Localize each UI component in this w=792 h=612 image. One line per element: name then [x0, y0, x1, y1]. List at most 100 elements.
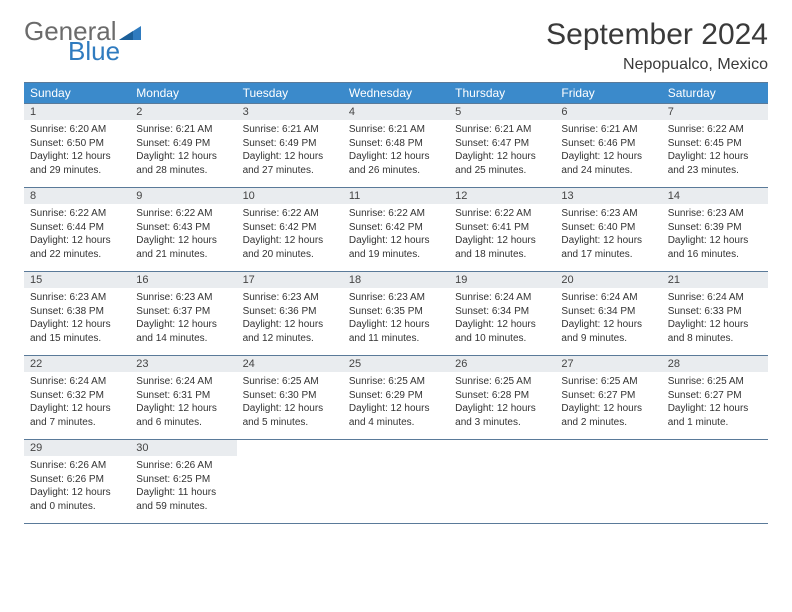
calendar-cell: 19Sunrise: 6:24 AMSunset: 6:34 PMDayligh…: [449, 271, 555, 355]
calendar-cell: 26Sunrise: 6:25 AMSunset: 6:28 PMDayligh…: [449, 355, 555, 439]
day-detail: Sunrise: 6:21 AMSunset: 6:49 PMDaylight:…: [237, 120, 343, 177]
day-number: 19: [449, 272, 555, 288]
calendar-cell: 10Sunrise: 6:22 AMSunset: 6:42 PMDayligh…: [237, 187, 343, 271]
day-number: 30: [130, 440, 236, 456]
day-number: 27: [555, 356, 661, 372]
day-detail: Sunrise: 6:25 AMSunset: 6:28 PMDaylight:…: [449, 372, 555, 429]
brand-blue: Blue: [68, 38, 141, 64]
calendar-cell: 9Sunrise: 6:22 AMSunset: 6:43 PMDaylight…: [130, 187, 236, 271]
day-number: 4: [343, 104, 449, 120]
calendar-cell: 24Sunrise: 6:25 AMSunset: 6:30 PMDayligh…: [237, 355, 343, 439]
calendar-cell: 15Sunrise: 6:23 AMSunset: 6:38 PMDayligh…: [24, 271, 130, 355]
day-detail: Sunrise: 6:25 AMSunset: 6:27 PMDaylight:…: [555, 372, 661, 429]
weekday-header: Saturday: [662, 83, 768, 103]
calendar-cell: 8Sunrise: 6:22 AMSunset: 6:44 PMDaylight…: [24, 187, 130, 271]
day-detail: Sunrise: 6:22 AMSunset: 6:42 PMDaylight:…: [237, 204, 343, 261]
calendar-cell: 20Sunrise: 6:24 AMSunset: 6:34 PMDayligh…: [555, 271, 661, 355]
weekday-header: Sunday: [24, 83, 130, 103]
calendar-cell: 6Sunrise: 6:21 AMSunset: 6:46 PMDaylight…: [555, 103, 661, 187]
day-number: 2: [130, 104, 236, 120]
calendar-cell: 11Sunrise: 6:22 AMSunset: 6:42 PMDayligh…: [343, 187, 449, 271]
day-number: 21: [662, 272, 768, 288]
day-detail: Sunrise: 6:23 AMSunset: 6:37 PMDaylight:…: [130, 288, 236, 345]
day-detail: Sunrise: 6:23 AMSunset: 6:36 PMDaylight:…: [237, 288, 343, 345]
day-detail: Sunrise: 6:24 AMSunset: 6:34 PMDaylight:…: [449, 288, 555, 345]
calendar-cell: [449, 439, 555, 523]
weekday-header: Thursday: [449, 83, 555, 103]
day-detail: Sunrise: 6:21 AMSunset: 6:46 PMDaylight:…: [555, 120, 661, 177]
calendar-cell: 7Sunrise: 6:22 AMSunset: 6:45 PMDaylight…: [662, 103, 768, 187]
day-number: 29: [24, 440, 130, 456]
calendar-cell: 25Sunrise: 6:25 AMSunset: 6:29 PMDayligh…: [343, 355, 449, 439]
calendar-cell: 28Sunrise: 6:25 AMSunset: 6:27 PMDayligh…: [662, 355, 768, 439]
weekday-header: Friday: [555, 83, 661, 103]
calendar-cell: [555, 439, 661, 523]
day-number: 13: [555, 188, 661, 204]
page-header: General Blue September 2024 Nepopualco, …: [24, 18, 768, 74]
calendar-cell: 5Sunrise: 6:21 AMSunset: 6:47 PMDaylight…: [449, 103, 555, 187]
day-detail: Sunrise: 6:26 AMSunset: 6:26 PMDaylight:…: [24, 456, 130, 513]
day-detail: Sunrise: 6:22 AMSunset: 6:45 PMDaylight:…: [662, 120, 768, 177]
weekday-header: Wednesday: [343, 83, 449, 103]
day-number: 6: [555, 104, 661, 120]
brand-logo: General Blue: [24, 18, 141, 64]
day-number: 12: [449, 188, 555, 204]
day-detail: Sunrise: 6:20 AMSunset: 6:50 PMDaylight:…: [24, 120, 130, 177]
calendar-cell: 1Sunrise: 6:20 AMSunset: 6:50 PMDaylight…: [24, 103, 130, 187]
day-detail: Sunrise: 6:24 AMSunset: 6:33 PMDaylight:…: [662, 288, 768, 345]
day-detail: Sunrise: 6:24 AMSunset: 6:31 PMDaylight:…: [130, 372, 236, 429]
calendar-cell: 23Sunrise: 6:24 AMSunset: 6:31 PMDayligh…: [130, 355, 236, 439]
day-number: 15: [24, 272, 130, 288]
day-number: 25: [343, 356, 449, 372]
calendar-cell: 22Sunrise: 6:24 AMSunset: 6:32 PMDayligh…: [24, 355, 130, 439]
calendar-cell: 18Sunrise: 6:23 AMSunset: 6:35 PMDayligh…: [343, 271, 449, 355]
day-number: 16: [130, 272, 236, 288]
month-title: September 2024: [546, 18, 768, 52]
title-block: September 2024 Nepopualco, Mexico: [546, 18, 768, 74]
calendar-cell: 17Sunrise: 6:23 AMSunset: 6:36 PMDayligh…: [237, 271, 343, 355]
day-number: 11: [343, 188, 449, 204]
day-detail: Sunrise: 6:23 AMSunset: 6:39 PMDaylight:…: [662, 204, 768, 261]
day-detail: Sunrise: 6:21 AMSunset: 6:48 PMDaylight:…: [343, 120, 449, 177]
day-number: 3: [237, 104, 343, 120]
calendar-cell: 27Sunrise: 6:25 AMSunset: 6:27 PMDayligh…: [555, 355, 661, 439]
calendar-cell: 4Sunrise: 6:21 AMSunset: 6:48 PMDaylight…: [343, 103, 449, 187]
calendar-cell: 29Sunrise: 6:26 AMSunset: 6:26 PMDayligh…: [24, 439, 130, 523]
day-number: 20: [555, 272, 661, 288]
weekday-header: Monday: [130, 83, 236, 103]
calendar-grid: SundayMondayTuesdayWednesdayThursdayFrid…: [24, 82, 768, 524]
day-detail: Sunrise: 6:25 AMSunset: 6:27 PMDaylight:…: [662, 372, 768, 429]
day-number: 17: [237, 272, 343, 288]
day-detail: Sunrise: 6:23 AMSunset: 6:40 PMDaylight:…: [555, 204, 661, 261]
day-detail: Sunrise: 6:26 AMSunset: 6:25 PMDaylight:…: [130, 456, 236, 513]
calendar-cell: [237, 439, 343, 523]
day-number: 14: [662, 188, 768, 204]
day-number: 7: [662, 104, 768, 120]
calendar-cell: 2Sunrise: 6:21 AMSunset: 6:49 PMDaylight…: [130, 103, 236, 187]
day-number: 22: [24, 356, 130, 372]
weekday-header: Tuesday: [237, 83, 343, 103]
day-detail: Sunrise: 6:22 AMSunset: 6:44 PMDaylight:…: [24, 204, 130, 261]
calendar-cell: 12Sunrise: 6:22 AMSunset: 6:41 PMDayligh…: [449, 187, 555, 271]
calendar-cell: 16Sunrise: 6:23 AMSunset: 6:37 PMDayligh…: [130, 271, 236, 355]
day-detail: Sunrise: 6:23 AMSunset: 6:38 PMDaylight:…: [24, 288, 130, 345]
location: Nepopualco, Mexico: [546, 56, 768, 74]
day-detail: Sunrise: 6:24 AMSunset: 6:32 PMDaylight:…: [24, 372, 130, 429]
day-number: 10: [237, 188, 343, 204]
day-number: 26: [449, 356, 555, 372]
day-number: 5: [449, 104, 555, 120]
day-number: 28: [662, 356, 768, 372]
day-number: 1: [24, 104, 130, 120]
calendar-cell: 3Sunrise: 6:21 AMSunset: 6:49 PMDaylight…: [237, 103, 343, 187]
calendar-cell: 13Sunrise: 6:23 AMSunset: 6:40 PMDayligh…: [555, 187, 661, 271]
day-detail: Sunrise: 6:22 AMSunset: 6:41 PMDaylight:…: [449, 204, 555, 261]
day-detail: Sunrise: 6:25 AMSunset: 6:30 PMDaylight:…: [237, 372, 343, 429]
calendar-cell: 21Sunrise: 6:24 AMSunset: 6:33 PMDayligh…: [662, 271, 768, 355]
day-number: 9: [130, 188, 236, 204]
calendar-cell: [343, 439, 449, 523]
day-number: 24: [237, 356, 343, 372]
day-number: 18: [343, 272, 449, 288]
calendar-cell: 14Sunrise: 6:23 AMSunset: 6:39 PMDayligh…: [662, 187, 768, 271]
day-detail: Sunrise: 6:21 AMSunset: 6:47 PMDaylight:…: [449, 120, 555, 177]
day-detail: Sunrise: 6:22 AMSunset: 6:43 PMDaylight:…: [130, 204, 236, 261]
